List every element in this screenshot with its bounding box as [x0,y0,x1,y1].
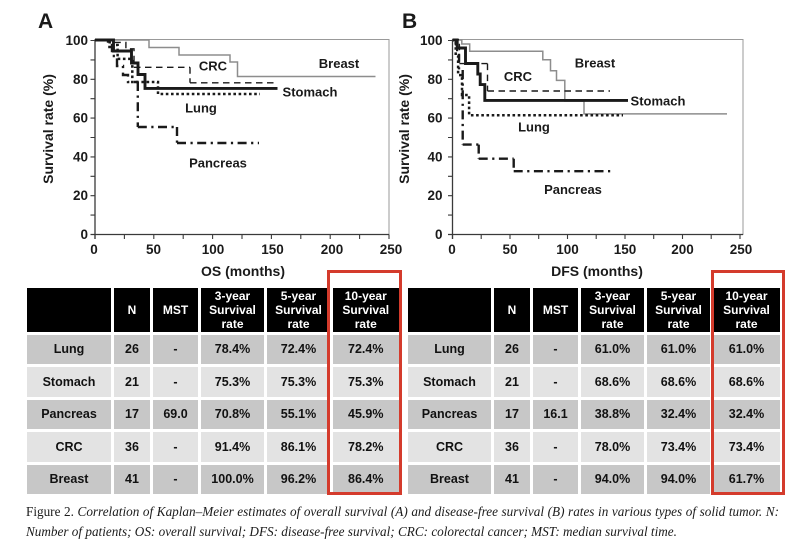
svg-text:B: B [402,10,417,33]
svg-text:DFS (months): DFS (months) [551,263,643,279]
svg-text:100: 100 [202,242,225,257]
svg-text:Survival rate (%): Survival rate (%) [396,74,412,184]
svg-text:60: 60 [427,111,442,126]
svg-text:CRC: CRC [504,69,533,84]
svg-text:50: 50 [146,242,161,257]
svg-text:40: 40 [73,149,88,164]
svg-text:Stomach: Stomach [631,94,686,109]
svg-text:50: 50 [502,242,517,257]
svg-text:0: 0 [435,227,443,242]
svg-text:80: 80 [427,72,442,87]
svg-text:0: 0 [90,242,98,257]
svg-text:Survival rate (%): Survival rate (%) [40,74,56,184]
svg-text:OS (months): OS (months) [201,263,285,279]
svg-text:Stomach: Stomach [283,85,338,100]
svg-text:A: A [38,10,53,33]
svg-text:20: 20 [73,188,88,203]
svg-text:20: 20 [427,188,442,203]
svg-text:CRC: CRC [199,59,228,74]
svg-text:200: 200 [671,242,694,257]
svg-text:100: 100 [65,33,88,48]
svg-text:250: 250 [380,242,403,257]
svg-text:100: 100 [556,242,579,257]
svg-text:0: 0 [448,242,456,257]
svg-text:Breast: Breast [575,56,616,71]
svg-text:40: 40 [427,149,442,164]
svg-text:60: 60 [73,111,88,126]
svg-text:100: 100 [420,33,443,48]
svg-text:250: 250 [730,242,753,257]
svg-text:200: 200 [321,242,344,257]
svg-text:80: 80 [73,72,88,87]
svg-text:150: 150 [261,242,284,257]
svg-text:0: 0 [80,227,88,242]
svg-text:Pancreas: Pancreas [544,182,602,197]
svg-text:Breast: Breast [319,56,360,71]
svg-text:150: 150 [614,242,637,257]
svg-text:Pancreas: Pancreas [189,156,247,171]
svg-text:Lung: Lung [185,101,217,116]
svg-text:Lung: Lung [518,120,550,135]
